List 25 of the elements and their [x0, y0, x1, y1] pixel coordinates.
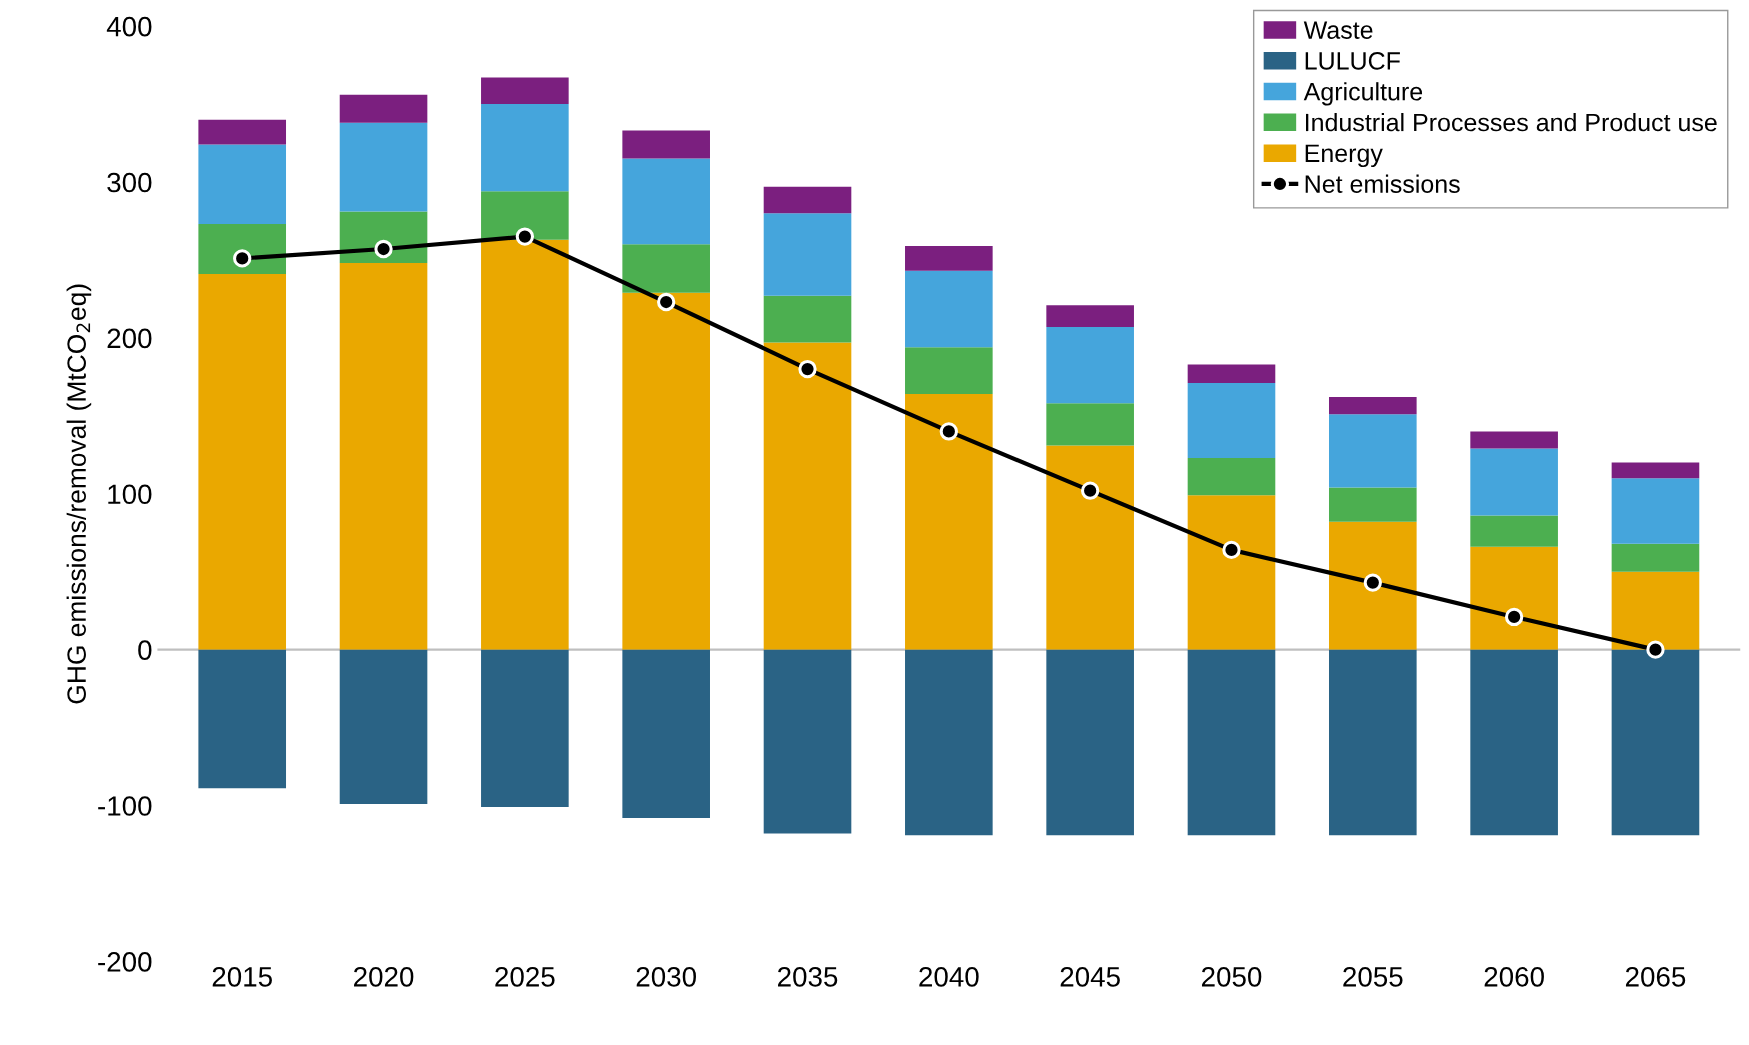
x-tick-label: 2035: [778, 966, 838, 987]
x-tick-label: 2045: [1060, 966, 1120, 987]
y-tick-label: -200: [98, 952, 152, 972]
y-axis-title: GHG emissions/removal (MtCO$_{2}$eq): [66, 284, 92, 704]
y-tick-label: 200: [107, 328, 152, 349]
x-tick-label: 2065: [1625, 966, 1686, 987]
y-tick-label: 400: [106, 16, 152, 37]
x-tick-label: 2040: [919, 966, 979, 987]
x-tick-label: 2050: [1201, 966, 1262, 987]
legend-label: Waste: [1303, 21, 1373, 39]
x-tick-label: 2025: [495, 966, 555, 987]
y-tick-label: 100: [108, 484, 152, 505]
legend-label: Energy: [1305, 144, 1383, 168]
legend-label: Agriculture: [1303, 82, 1423, 106]
legend-label: LULUCF: [1305, 52, 1400, 70]
x-tick-label: 2060: [1484, 966, 1544, 987]
y-tick-label: 0: [138, 640, 152, 660]
x-tick-label: 2020: [354, 966, 414, 987]
x-tick-label: 2055: [1343, 966, 1403, 987]
x-tick-label: 2030: [636, 966, 696, 987]
y-tick-label: -100: [98, 796, 152, 816]
legend-label: Net emissions: [1305, 174, 1460, 193]
y-tick-label: 300: [107, 172, 152, 193]
legend-label: Industrial Processes and Product use: [1305, 112, 1717, 132]
x-tick-label: 2015: [212, 966, 272, 987]
